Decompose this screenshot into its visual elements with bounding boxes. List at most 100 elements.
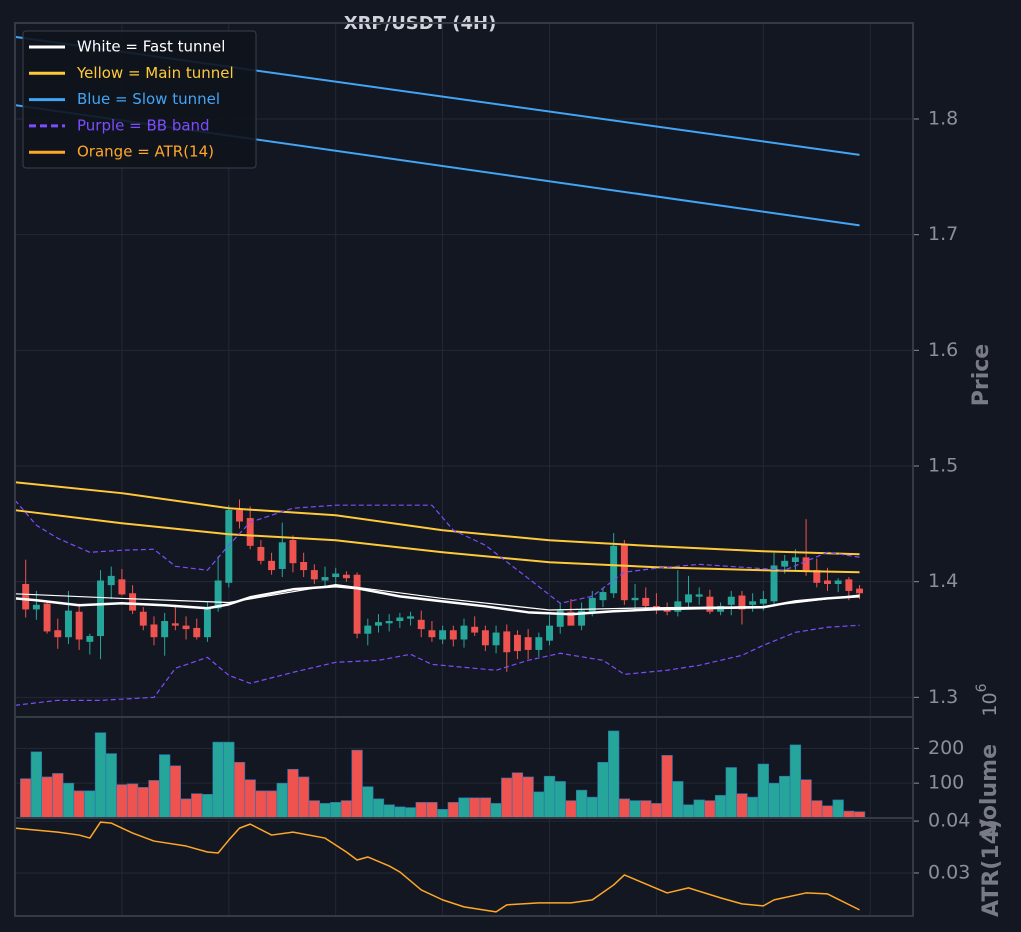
candle-body (513, 634, 521, 652)
legend: White = Fast tunnel Yellow = Main tunnel B… (22, 30, 257, 169)
y-tick-label: 200 (928, 737, 964, 759)
candle-body (674, 601, 682, 612)
candle-body (856, 588, 864, 594)
volume-bar (362, 786, 374, 819)
candle-body (203, 608, 211, 638)
candle-body (22, 583, 30, 610)
volume-bar (757, 763, 769, 819)
volume-bar (522, 776, 534, 819)
candle-body (353, 574, 361, 634)
volume-bar (223, 741, 235, 819)
candle-body (118, 579, 126, 595)
candle-body (824, 580, 831, 584)
candle-body (310, 570, 318, 580)
series-line (14, 583, 860, 611)
volume-bar (575, 789, 588, 819)
volume-bar (287, 768, 299, 819)
grid (15, 23, 913, 717)
volume-bar (319, 803, 331, 819)
volume-bar (811, 800, 823, 819)
candle-body (193, 627, 201, 638)
volume-bar (533, 791, 545, 819)
volume-bar (725, 767, 737, 819)
candle-body (642, 597, 650, 606)
y-tick-label: 1.7 (928, 223, 958, 245)
y-tick-label: 0.03 (928, 861, 970, 883)
candle-body (610, 545, 618, 594)
volume-bar (682, 804, 695, 819)
candle-body (791, 557, 799, 563)
candle-body (150, 624, 158, 638)
candle-body (246, 518, 254, 546)
volume-bar (340, 800, 353, 819)
y-tick-label: 1.5 (928, 455, 958, 477)
volume-bar (640, 800, 652, 819)
candle-body (845, 579, 853, 591)
candle-body (449, 630, 457, 640)
series-line (14, 585, 860, 616)
volume-bar (479, 797, 492, 819)
volume-bar (469, 797, 481, 819)
series-line (14, 821, 860, 913)
y-tick-label: 1.8 (928, 108, 958, 130)
candle-body (770, 565, 778, 602)
candle-body (471, 626, 479, 633)
volume-bar (52, 773, 64, 819)
y-tick-label: 1.3 (928, 686, 958, 708)
candle-body (375, 622, 382, 626)
candle-body (129, 593, 137, 611)
candle-body (685, 594, 692, 603)
volume-bar (693, 799, 705, 819)
candle-body (588, 597, 596, 612)
candle-body (460, 625, 468, 640)
volume-bar (201, 794, 214, 819)
volume-bar (62, 782, 75, 819)
candle-body (64, 610, 72, 638)
volume-bar (800, 779, 812, 819)
volume-bar (661, 755, 673, 819)
y-tick-label: 1.6 (928, 339, 958, 361)
candle-body (439, 630, 447, 640)
volume-bar (821, 805, 834, 819)
candle-body (300, 562, 308, 571)
volume-bar (41, 776, 53, 819)
candle-body (107, 575, 115, 586)
candle-body (342, 574, 350, 579)
candle-body (567, 611, 575, 626)
volume-bar (501, 777, 513, 819)
y-tick-label: 0.04 (928, 810, 970, 832)
volume-bar (265, 790, 278, 819)
volume-bar (404, 807, 417, 819)
volume-bar (714, 795, 727, 819)
legend-box (22, 30, 257, 169)
candle-body (182, 625, 190, 630)
plot-area (14, 821, 860, 913)
volume-bar (543, 775, 556, 819)
volume-bar (650, 803, 663, 819)
volume-bar (779, 775, 791, 819)
volume-bar (191, 793, 203, 819)
volume-bar (608, 730, 620, 819)
volume-bar (447, 802, 459, 819)
candle-body (289, 540, 297, 564)
volume-bar (597, 761, 609, 819)
candle-body (813, 570, 821, 583)
candle-body (428, 630, 436, 638)
offset-text: 106 (974, 683, 1001, 716)
volume-bar (736, 793, 748, 819)
volume-bar (159, 754, 171, 819)
candle-body (321, 577, 329, 581)
candle-body (556, 610, 564, 627)
volume-bar (180, 798, 192, 819)
volume-bar (672, 781, 684, 819)
candle-body (695, 594, 703, 597)
legend-label: Yellow = Main tunnel (76, 64, 234, 82)
volume-bar (843, 810, 855, 819)
candle-body (535, 637, 543, 650)
volume-bar (73, 790, 85, 819)
candle-body (54, 630, 62, 638)
volume-bar (30, 751, 43, 819)
candle-body (332, 573, 340, 578)
volume-bar (565, 800, 577, 819)
offset-base: 10 (979, 692, 1001, 716)
